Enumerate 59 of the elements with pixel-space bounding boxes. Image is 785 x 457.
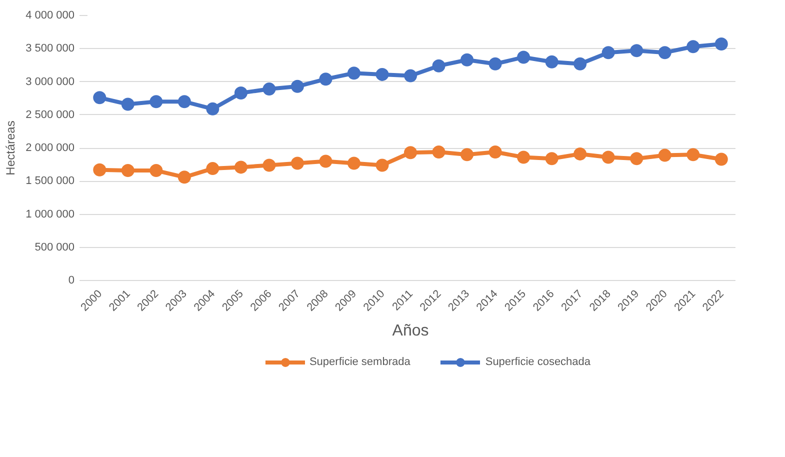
- point: [206, 102, 220, 116]
- point: [574, 147, 587, 160]
- point: [290, 80, 304, 93]
- point: [432, 145, 446, 158]
- point: [686, 40, 700, 54]
- point: [234, 86, 248, 100]
- point: [319, 154, 332, 168]
- point: [93, 163, 106, 176]
- legend-label: Superficie sembrada: [309, 356, 410, 368]
- point: [714, 152, 728, 166]
- y-tick-label: 3 000 000: [26, 76, 74, 88]
- point: [121, 98, 134, 111]
- point: [602, 46, 615, 60]
- point: [488, 145, 502, 158]
- point: [93, 91, 106, 104]
- point: [150, 95, 163, 108]
- point: [178, 95, 191, 108]
- point: [290, 156, 304, 170]
- point: [658, 46, 672, 60]
- point: [319, 72, 332, 86]
- point: [630, 44, 644, 58]
- point: [630, 152, 644, 166]
- point: [545, 152, 558, 166]
- point: [347, 156, 360, 170]
- point: [574, 57, 587, 70]
- point: [376, 158, 389, 172]
- y-tick-label: 0: [68, 274, 75, 286]
- point: [658, 148, 672, 162]
- point: [234, 160, 248, 174]
- point: [714, 38, 728, 50]
- point: [517, 150, 530, 164]
- y-tick-label: 3 500 000: [26, 42, 74, 55]
- point: [347, 66, 360, 80]
- y-tick-label: 1 000 000: [26, 208, 74, 220]
- point: [150, 164, 163, 178]
- point: [545, 55, 558, 68]
- point: [404, 69, 417, 82]
- y-tick-label: 2 500 000: [26, 108, 74, 121]
- y-tick-label: 1 500 000: [26, 175, 74, 188]
- point: [262, 158, 276, 172]
- y-tick-label: 500 000: [34, 241, 75, 254]
- point: [404, 146, 417, 160]
- y-tick-label: 2 000 000: [26, 142, 74, 154]
- y-axis-title: Hectáreas: [4, 120, 18, 176]
- point: [178, 170, 191, 184]
- point: [460, 148, 474, 162]
- legend-label: Superficie cosechada: [485, 356, 591, 368]
- x-axis-title: Años: [392, 322, 429, 340]
- point: [121, 164, 134, 178]
- point: [602, 150, 615, 164]
- point: [460, 53, 474, 66]
- point: [517, 50, 530, 64]
- point: [488, 57, 502, 70]
- point: [686, 148, 700, 162]
- point: [262, 82, 276, 96]
- y-tick-label: 4 000 000: [26, 10, 74, 22]
- point: [376, 68, 389, 81]
- point: [432, 59, 446, 72]
- point: [206, 162, 220, 176]
